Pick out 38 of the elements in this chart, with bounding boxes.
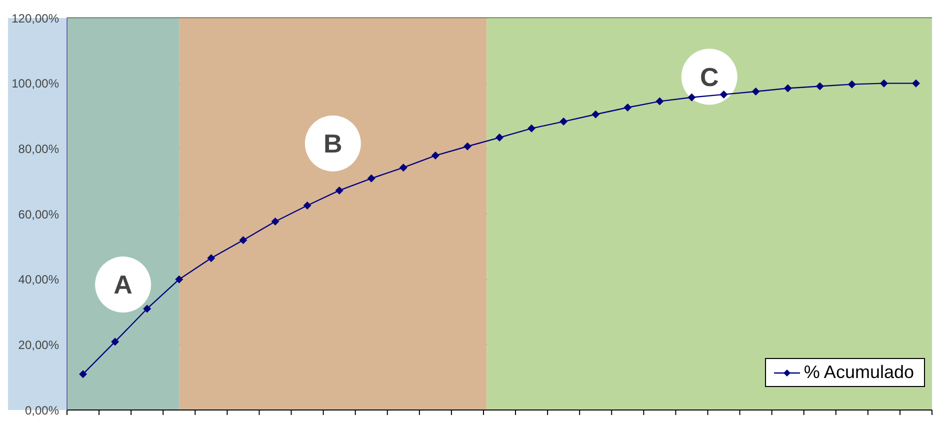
point — [111, 338, 120, 346]
point — [752, 88, 760, 96]
point — [720, 90, 728, 98]
point — [239, 236, 248, 244]
point — [431, 152, 440, 160]
annotation: C — [700, 62, 719, 92]
point — [303, 202, 312, 210]
point — [79, 370, 88, 378]
y-tick-label: 0,00% — [24, 403, 60, 418]
point — [271, 218, 280, 226]
point — [912, 79, 920, 88]
point — [496, 134, 504, 142]
point — [560, 118, 568, 126]
y-tick-label: 120,00% — [12, 11, 60, 26]
y-tick-label: 80,00% — [18, 142, 60, 156]
point — [784, 84, 792, 92]
point — [399, 164, 408, 172]
y-tick-label: 20,00% — [18, 338, 60, 352]
point — [816, 82, 824, 90]
point — [592, 110, 600, 118]
point — [624, 104, 632, 112]
point — [463, 142, 472, 150]
y-tick-label: 60,00% — [18, 207, 60, 222]
point — [880, 79, 888, 88]
point — [688, 93, 696, 102]
point — [207, 254, 216, 262]
point — [656, 97, 664, 106]
point — [848, 80, 856, 88]
point — [335, 186, 344, 194]
y-tick-label: 40,00% — [18, 272, 60, 287]
annotation: A — [114, 270, 133, 300]
legend-label: % Acumulado — [804, 362, 914, 383]
point — [175, 275, 184, 284]
annotation: B — [324, 128, 342, 158]
point — [528, 124, 536, 132]
point — [367, 174, 376, 182]
point — [143, 304, 152, 313]
y-tick-label: 100,00% — [12, 76, 60, 91]
